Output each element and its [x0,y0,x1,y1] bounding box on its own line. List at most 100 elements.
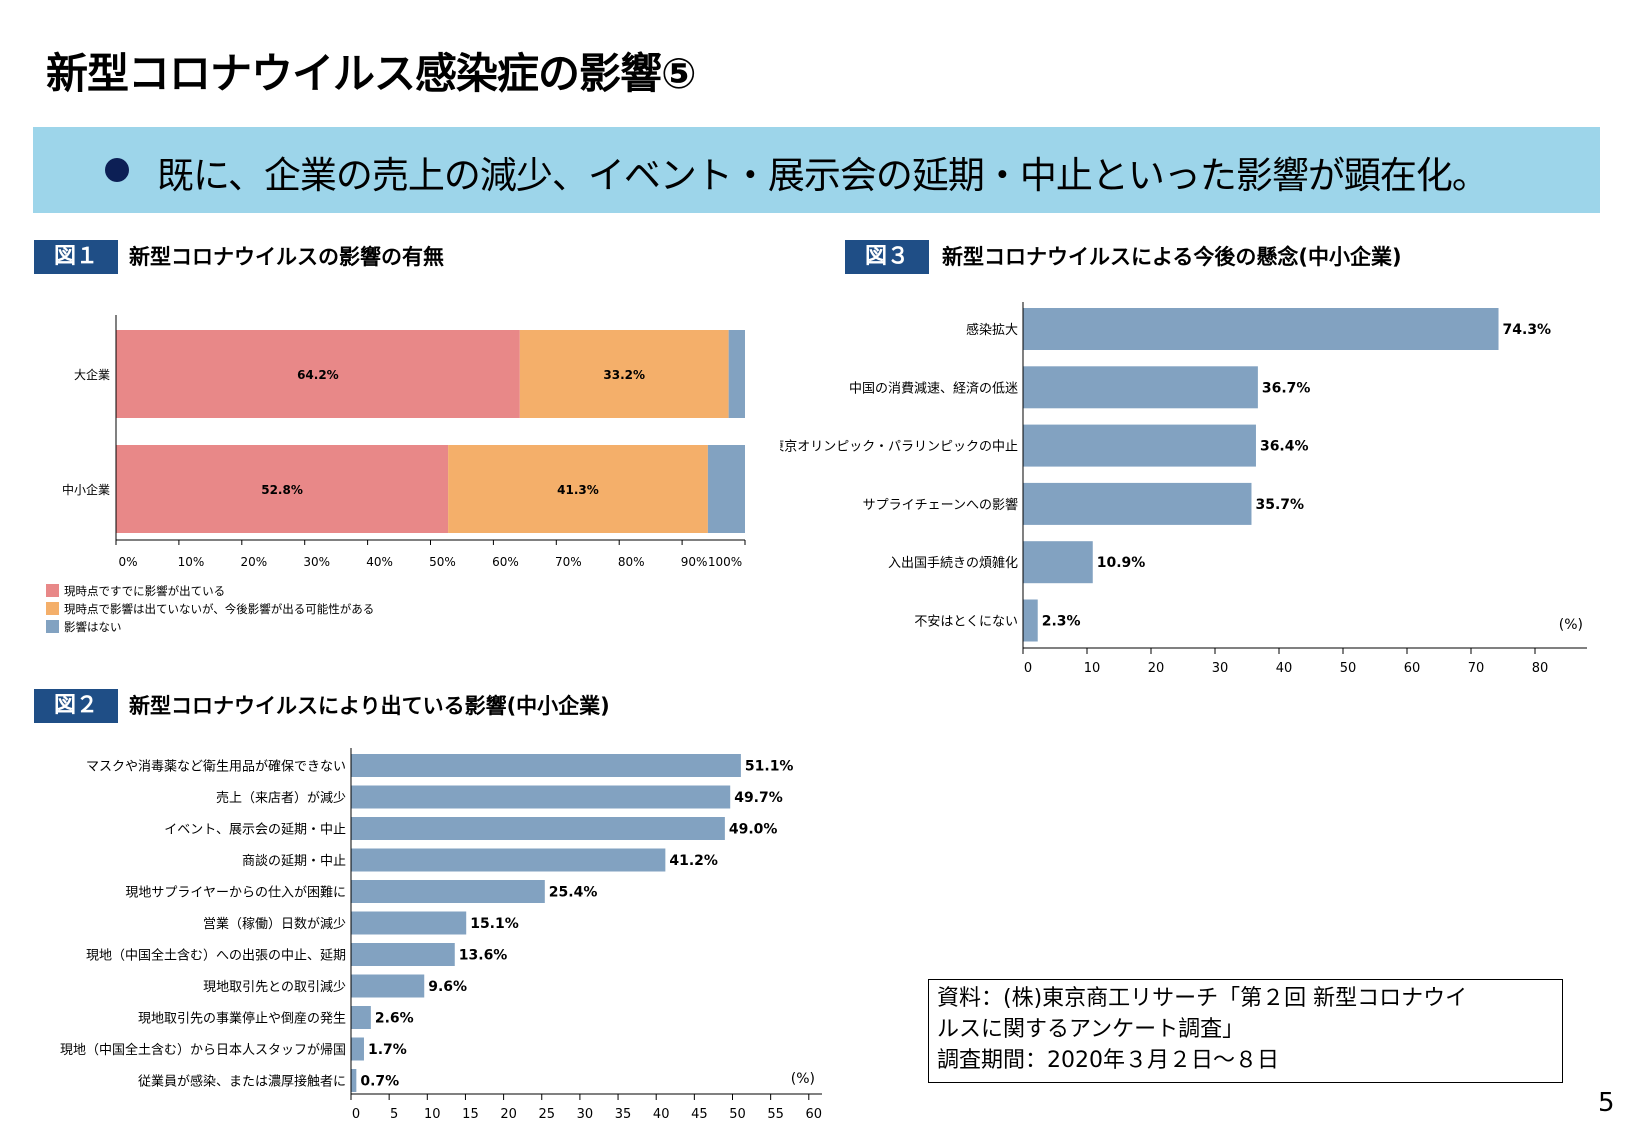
legend-swatch [46,584,59,597]
x-tick-label: 0% [118,555,137,569]
data-label: 35.7% [1255,497,1304,513]
category-label: 東京オリンピック・パラリンピックの中止 [780,439,1018,455]
fig2-chart: マスクや消毒薬など衛生用品が確保できない 51.1% 売上（来店者）が減少 49.7%… [60,748,823,1122]
category-label: 商談の延期・中止 [242,853,346,869]
category-label: 不安はとくにない [914,615,1018,630]
survey-period: 調査期間：2020年３月２日～８日 [937,1048,1279,1073]
bar [351,880,545,903]
data-label: 13.6% [459,948,508,964]
x-tick-label: 70% [555,555,582,569]
x-tick-label: 80 [1532,661,1549,676]
legend-swatch [46,602,59,615]
category-label: 入出国手続きの煩雑化 [888,555,1018,571]
legend-swatch [46,620,59,633]
x-tick-label: 30 [1212,661,1229,676]
bar [1023,541,1093,584]
page-number: 5 [1598,1088,1615,1118]
bar [1023,482,1252,525]
x-tick-label: 10% [178,555,205,569]
bar [1023,424,1256,467]
bar [351,943,455,966]
bar [351,1006,371,1029]
bar [351,848,666,872]
bar-segment [519,330,729,418]
bar [1023,308,1499,350]
x-tick-label: 40% [366,555,393,569]
x-tick-label: 5 [390,1107,398,1122]
x-tick-label: 60 [1404,661,1421,676]
fig3-chart: 感染拡大 74.3% 中国の消費減速、経済の低迷 36.7% 東京オリンピック・パラリン… [780,302,1587,676]
category-label: 売上（来店者）が減少 [216,790,346,806]
data-label: 41.3% [557,483,599,497]
bar-segment [116,330,520,418]
data-label: 51.1% [745,759,794,775]
bar [351,1037,364,1061]
category-label: 営業（稼働）日数が減少 [203,916,346,932]
bar-segment [728,330,745,418]
x-tick-label: 40 [653,1107,670,1122]
summary-banner: 既に、企業の売上の減少、イベント・展示会の延期・中止といった影響が顕在化。 [33,127,1600,213]
category-label: サプライチェーンへの影響 [863,497,1018,513]
data-label: 2.3% [1042,614,1081,630]
data-label: 49.7% [734,790,783,806]
data-label: 25.4% [549,885,598,901]
bar [1023,599,1038,642]
bar [1023,366,1258,409]
x-tick-label: 50 [1340,661,1357,676]
category-label: イベント、展示会の延期・中止 [164,823,346,838]
fig1-label: 図１ [34,240,118,274]
fig1-title: 新型コロナウイルスの影響の有無 [129,245,444,269]
data-label: 15.1% [470,916,519,932]
data-label: 49.0% [729,822,778,838]
x-tick-label: 40 [1276,661,1293,676]
unit-label: (%) [1559,617,1583,633]
fig3-label: 図３ [845,240,929,274]
x-tick-label: 0 [352,1107,360,1122]
bar-segment [448,445,708,533]
legend-label: 現時点で影響は出ていないが、今後影響が出る可能性がある [64,602,374,616]
category-label: 中国の消費減速、経済の低迷 [849,380,1018,396]
fig3-title: 新型コロナウイルスによる今後の懸念(中小企業) [942,245,1402,269]
data-label: 33.2% [603,368,645,382]
category-label: 現地取引先との取引減少 [203,979,346,995]
summary-text: 既に、企業の売上の減少、イベント・展示会の延期・中止といった影響が顕在化。 [157,154,1489,197]
x-tick-label: 20 [500,1107,517,1122]
source-line: 資料：(株)東京商工リサーチ「第２回 新型コロナウイ [937,986,1468,1011]
bar [351,1069,357,1092]
x-tick-label: 45 [691,1107,708,1122]
x-tick-label: 50 [729,1107,746,1122]
data-label: 2.6% [375,1011,414,1027]
data-label: 74.3% [1503,322,1552,338]
x-tick-label: 60 [806,1107,823,1122]
bar-segment [116,445,449,533]
x-tick-label: 35 [615,1107,632,1122]
x-tick-label: 10 [1084,661,1101,676]
category-label: 大企業 [74,367,110,382]
x-tick-label: 10 [424,1107,441,1122]
bar-segment [707,445,745,533]
source-note: 資料：(株)東京商工リサーチ「第２回 新型コロナウイ ルスに関するアンケート調査… [928,979,1563,1083]
fig2-title: 新型コロナウイルスにより出ている影響(中小企業) [129,694,610,718]
x-tick-label: 100% [708,555,742,569]
legend-label: 現時点ですでに影響が出ている [64,584,225,598]
bullet-icon [105,158,129,182]
category-label: 現地（中国全土含む）への出張の中止、延期 [86,948,346,964]
data-label: 64.2% [297,368,339,382]
data-label: 9.6% [428,979,467,995]
category-label: 感染拡大 [966,322,1018,338]
data-label: 41.2% [669,853,718,869]
category-label: 従業員が感染、または濃厚接触者に [138,1074,346,1090]
x-tick-label: 90% [681,555,708,569]
x-tick-label: 30 [577,1107,594,1122]
source-line: ルスに関するアンケート調査」 [937,1017,1245,1042]
x-tick-label: 30% [303,555,330,569]
data-label: 1.7% [368,1042,407,1058]
bar [351,911,467,935]
data-label: 0.7% [360,1074,399,1090]
x-tick-label: 25 [538,1107,555,1122]
category-label: 中小企業 [62,482,110,497]
x-tick-label: 20 [1148,661,1165,676]
x-tick-label: 55 [767,1107,784,1122]
x-tick-label: 80% [618,555,645,569]
data-label: 36.4% [1260,439,1309,455]
